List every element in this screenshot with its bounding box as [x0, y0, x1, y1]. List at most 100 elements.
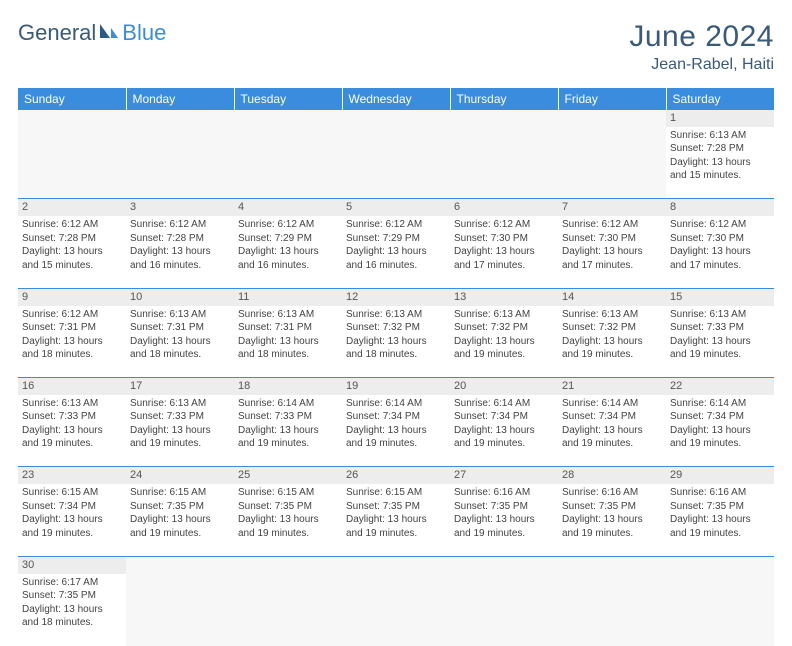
- daylight-text-1: Daylight: 13 hours: [454, 335, 554, 349]
- sunset-text: Sunset: 7:34 PM: [454, 410, 554, 424]
- day-cell: Sunrise: 6:14 AMSunset: 7:34 PMDaylight:…: [558, 395, 666, 467]
- day-header: Tuesday: [234, 88, 342, 110]
- day-cell: [450, 574, 558, 646]
- sunset-text: Sunset: 7:35 PM: [238, 500, 338, 514]
- sunrise-text: Sunrise: 6:13 AM: [238, 308, 338, 322]
- sunrise-text: Sunrise: 6:16 AM: [562, 486, 662, 500]
- title-block: June 2024 Jean-Rabel, Haiti: [629, 20, 774, 74]
- day-number-cell: [450, 110, 558, 127]
- sunset-text: Sunset: 7:33 PM: [238, 410, 338, 424]
- sunset-text: Sunset: 7:28 PM: [130, 232, 230, 246]
- sunset-text: Sunset: 7:33 PM: [22, 410, 122, 424]
- day-cell: Sunrise: 6:13 AMSunset: 7:31 PMDaylight:…: [234, 306, 342, 378]
- day-cell: Sunrise: 6:13 AMSunset: 7:31 PMDaylight:…: [126, 306, 234, 378]
- daylight-text-1: Daylight: 13 hours: [130, 245, 230, 259]
- day-cell: Sunrise: 6:13 AMSunset: 7:33 PMDaylight:…: [126, 395, 234, 467]
- day-cell: Sunrise: 6:13 AMSunset: 7:28 PMDaylight:…: [666, 127, 774, 199]
- day-cell: [126, 574, 234, 646]
- sunrise-text: Sunrise: 6:12 AM: [562, 218, 662, 232]
- day-header: Wednesday: [342, 88, 450, 110]
- sunrise-text: Sunrise: 6:12 AM: [346, 218, 446, 232]
- daylight-text-2: and 16 minutes.: [346, 259, 446, 273]
- day-number-cell: 1: [666, 110, 774, 127]
- sunset-text: Sunset: 7:30 PM: [454, 232, 554, 246]
- sunrise-text: Sunrise: 6:13 AM: [346, 308, 446, 322]
- month-title: June 2024: [629, 20, 774, 54]
- day-number-row: 30: [18, 556, 774, 573]
- sunset-text: Sunset: 7:34 PM: [346, 410, 446, 424]
- day-cell: Sunrise: 6:14 AMSunset: 7:33 PMDaylight:…: [234, 395, 342, 467]
- daylight-text-2: and 19 minutes.: [130, 437, 230, 451]
- day-number-row: 1: [18, 110, 774, 127]
- sunset-text: Sunset: 7:34 PM: [22, 500, 122, 514]
- day-header: Saturday: [666, 88, 774, 110]
- day-cell: Sunrise: 6:14 AMSunset: 7:34 PMDaylight:…: [666, 395, 774, 467]
- sunrise-text: Sunrise: 6:13 AM: [130, 308, 230, 322]
- day-number-cell: 25: [234, 467, 342, 484]
- daylight-text-2: and 19 minutes.: [454, 527, 554, 541]
- sunrise-text: Sunrise: 6:15 AM: [346, 486, 446, 500]
- day-number-cell: [234, 556, 342, 573]
- daylight-text-1: Daylight: 13 hours: [238, 424, 338, 438]
- daylight-text-2: and 18 minutes.: [22, 348, 122, 362]
- sunrise-text: Sunrise: 6:14 AM: [670, 397, 770, 411]
- daylight-text-1: Daylight: 13 hours: [562, 424, 662, 438]
- day-cell: Sunrise: 6:15 AMSunset: 7:35 PMDaylight:…: [126, 484, 234, 556]
- sunset-text: Sunset: 7:28 PM: [22, 232, 122, 246]
- sunrise-text: Sunrise: 6:14 AM: [346, 397, 446, 411]
- daylight-text-2: and 17 minutes.: [454, 259, 554, 273]
- daylight-text-2: and 19 minutes.: [346, 437, 446, 451]
- day-number-cell: 14: [558, 288, 666, 305]
- day-cell: Sunrise: 6:13 AMSunset: 7:33 PMDaylight:…: [18, 395, 126, 467]
- daylight-text-2: and 19 minutes.: [562, 348, 662, 362]
- day-number-cell: 6: [450, 199, 558, 216]
- brand-logo: General Blue: [18, 20, 166, 46]
- sunset-text: Sunset: 7:32 PM: [562, 321, 662, 335]
- day-number-cell: 4: [234, 199, 342, 216]
- daylight-text-1: Daylight: 13 hours: [238, 245, 338, 259]
- daylight-text-2: and 18 minutes.: [22, 616, 122, 630]
- daylight-text-1: Daylight: 13 hours: [130, 513, 230, 527]
- day-cell: Sunrise: 6:16 AMSunset: 7:35 PMDaylight:…: [450, 484, 558, 556]
- day-number-cell: 24: [126, 467, 234, 484]
- sunrise-text: Sunrise: 6:16 AM: [454, 486, 554, 500]
- day-number-cell: [342, 556, 450, 573]
- day-cell: [342, 574, 450, 646]
- daylight-text-1: Daylight: 13 hours: [670, 156, 770, 170]
- sunset-text: Sunset: 7:35 PM: [130, 500, 230, 514]
- sunrise-text: Sunrise: 6:14 AM: [238, 397, 338, 411]
- day-cell: [558, 127, 666, 199]
- day-cell: Sunrise: 6:12 AMSunset: 7:30 PMDaylight:…: [666, 216, 774, 288]
- daylight-text-1: Daylight: 13 hours: [670, 335, 770, 349]
- day-cell: Sunrise: 6:14 AMSunset: 7:34 PMDaylight:…: [342, 395, 450, 467]
- daylight-text-2: and 18 minutes.: [130, 348, 230, 362]
- sunset-text: Sunset: 7:29 PM: [238, 232, 338, 246]
- sunrise-text: Sunrise: 6:13 AM: [22, 397, 122, 411]
- day-number-cell: [126, 556, 234, 573]
- sunrise-text: Sunrise: 6:15 AM: [130, 486, 230, 500]
- sunrise-text: Sunrise: 6:12 AM: [670, 218, 770, 232]
- daylight-text-2: and 19 minutes.: [562, 527, 662, 541]
- day-cell: Sunrise: 6:14 AMSunset: 7:34 PMDaylight:…: [450, 395, 558, 467]
- day-number-cell: 12: [342, 288, 450, 305]
- day-cell: Sunrise: 6:12 AMSunset: 7:29 PMDaylight:…: [342, 216, 450, 288]
- day-number-cell: 16: [18, 378, 126, 395]
- day-cell: Sunrise: 6:15 AMSunset: 7:35 PMDaylight:…: [342, 484, 450, 556]
- daylight-text-2: and 15 minutes.: [670, 169, 770, 183]
- daylight-text-1: Daylight: 13 hours: [454, 245, 554, 259]
- daylight-text-2: and 15 minutes.: [22, 259, 122, 273]
- day-cell: Sunrise: 6:13 AMSunset: 7:32 PMDaylight:…: [558, 306, 666, 378]
- sunset-text: Sunset: 7:30 PM: [670, 232, 770, 246]
- sunrise-text: Sunrise: 6:17 AM: [22, 576, 122, 590]
- daylight-text-2: and 19 minutes.: [346, 527, 446, 541]
- sunrise-text: Sunrise: 6:13 AM: [670, 308, 770, 322]
- sunrise-text: Sunrise: 6:12 AM: [22, 308, 122, 322]
- daylight-text-1: Daylight: 13 hours: [346, 513, 446, 527]
- daylight-text-1: Daylight: 13 hours: [130, 335, 230, 349]
- daylight-text-2: and 19 minutes.: [670, 437, 770, 451]
- day-number-cell: 2: [18, 199, 126, 216]
- daylight-text-2: and 19 minutes.: [454, 437, 554, 451]
- day-cell: Sunrise: 6:12 AMSunset: 7:30 PMDaylight:…: [558, 216, 666, 288]
- daylight-text-1: Daylight: 13 hours: [22, 245, 122, 259]
- day-number-cell: 15: [666, 288, 774, 305]
